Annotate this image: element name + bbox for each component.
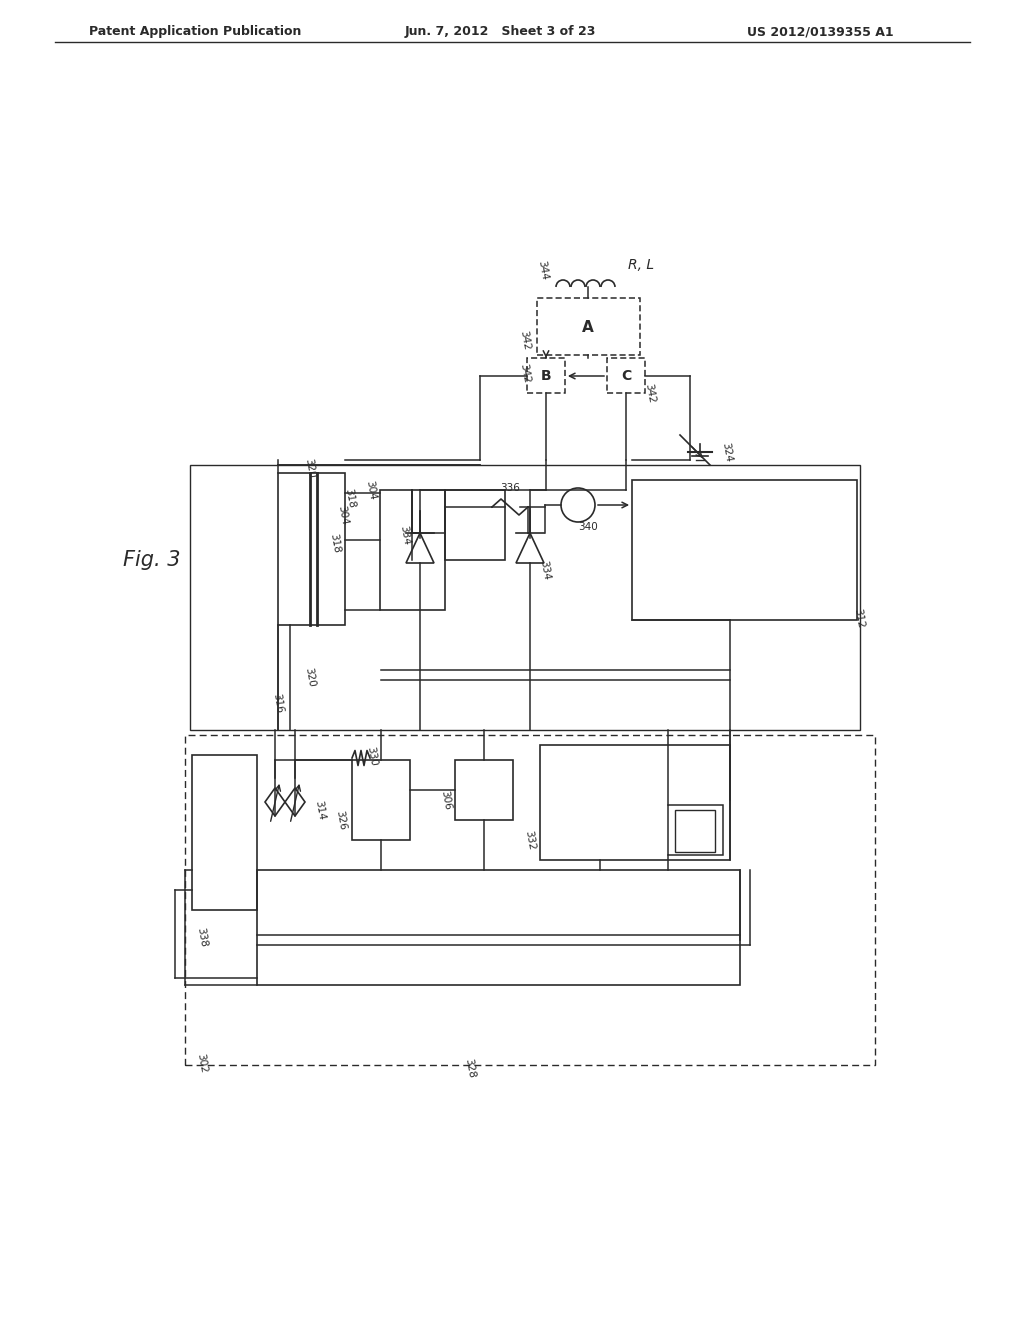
Text: R, L: R, L xyxy=(628,257,654,272)
Bar xyxy=(527,358,565,393)
Text: 326: 326 xyxy=(335,809,348,830)
Text: 302: 302 xyxy=(196,1052,208,1073)
Text: US 2012/0139355 A1: US 2012/0139355 A1 xyxy=(746,25,893,38)
Text: 306: 306 xyxy=(439,789,453,810)
Bar xyxy=(190,465,860,730)
Text: 338: 338 xyxy=(196,927,208,948)
Text: Fig. 3: Fig. 3 xyxy=(123,550,181,570)
Bar xyxy=(185,735,874,1065)
Bar xyxy=(352,760,410,840)
Bar xyxy=(455,760,513,820)
Bar xyxy=(668,805,723,855)
Text: 312: 312 xyxy=(852,607,865,628)
Text: 330: 330 xyxy=(366,744,378,767)
Text: 334: 334 xyxy=(538,560,551,581)
Text: C: C xyxy=(621,370,631,383)
Text: 342: 342 xyxy=(643,381,656,404)
Bar xyxy=(537,298,640,355)
Bar xyxy=(540,744,730,861)
Bar xyxy=(193,755,257,909)
Text: 344: 344 xyxy=(537,260,550,281)
Bar xyxy=(380,490,445,610)
Bar xyxy=(632,480,857,620)
Text: 316: 316 xyxy=(271,693,285,714)
Text: 320: 320 xyxy=(303,457,316,478)
Text: 342: 342 xyxy=(518,330,531,351)
Text: B: B xyxy=(541,370,551,383)
Text: 328: 328 xyxy=(463,1057,476,1078)
Text: 342: 342 xyxy=(518,363,531,384)
Text: 304: 304 xyxy=(365,479,378,500)
Text: Jun. 7, 2012   Sheet 3 of 23: Jun. 7, 2012 Sheet 3 of 23 xyxy=(404,25,596,38)
Bar xyxy=(278,473,345,624)
Text: 320: 320 xyxy=(303,667,316,688)
Text: 318: 318 xyxy=(328,532,341,553)
Text: A: A xyxy=(582,319,594,334)
Bar xyxy=(607,358,645,393)
Text: 336: 336 xyxy=(500,483,520,492)
Text: 324: 324 xyxy=(720,441,733,462)
Text: Patent Application Publication: Patent Application Publication xyxy=(89,25,301,38)
Text: 304: 304 xyxy=(337,504,350,525)
Text: 340: 340 xyxy=(578,521,598,532)
Bar xyxy=(257,870,740,985)
Text: 332: 332 xyxy=(523,829,537,851)
Text: 318: 318 xyxy=(343,487,356,508)
Bar xyxy=(675,810,715,851)
Text: 314: 314 xyxy=(313,799,327,821)
Bar xyxy=(445,490,505,560)
Text: 334: 334 xyxy=(398,524,412,546)
